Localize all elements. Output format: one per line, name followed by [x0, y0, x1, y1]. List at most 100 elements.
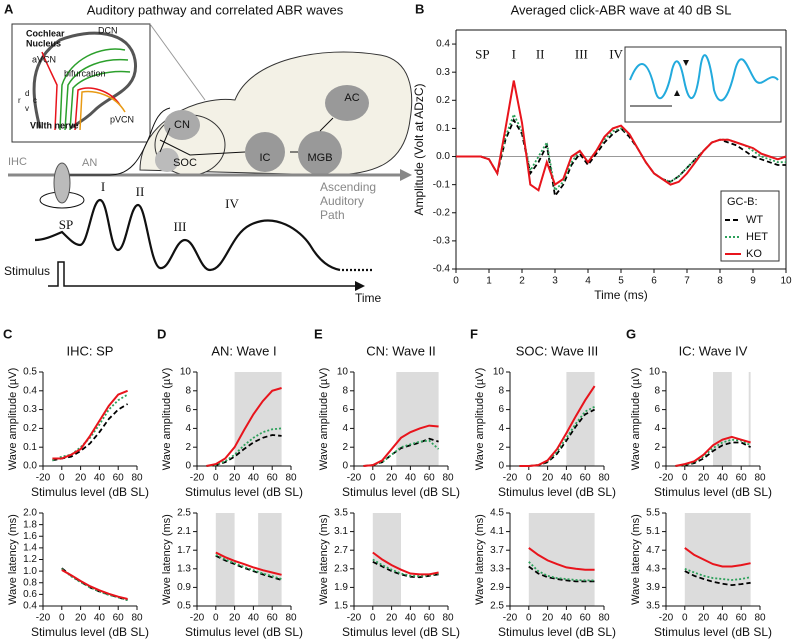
wave-label: I: [101, 179, 105, 194]
x-axis-label: Stimulus level (dB SL): [185, 485, 303, 499]
series-line: [372, 551, 439, 576]
y-tick-label: 0.1: [436, 123, 450, 134]
y-tick-label: 0.9: [177, 582, 191, 593]
panel-label: D: [157, 326, 166, 341]
x-tick-label: 80: [754, 613, 766, 624]
y-tick-label: 0.0: [436, 151, 450, 162]
arrowhead: [355, 281, 365, 291]
diagram: A Auditory pathway and correlated ABR wa…: [4, 1, 413, 305]
y-tick-label: 10: [337, 367, 349, 378]
y-tick-label: 0: [185, 461, 191, 472]
label: r: [18, 96, 21, 105]
x-axis-label: Stimulus level (dB SL): [31, 625, 149, 639]
x-tick-label: 40: [248, 473, 260, 484]
y-tick-label: 8: [654, 385, 660, 396]
series-line: [52, 403, 129, 462]
ihc-cell: [53, 162, 71, 204]
label: MGB: [307, 152, 332, 164]
x-tick-label: 60: [424, 613, 436, 624]
series-line: [61, 568, 128, 602]
legend-label: WT: [746, 214, 763, 226]
y-tick-label: 1.2: [23, 554, 37, 565]
significance-band: [713, 372, 732, 466]
x-tick-label: 80: [598, 613, 610, 624]
fibers: [41, 51, 121, 131]
chart-title: Averaged click-ABR wave at 40 dB SL: [511, 2, 732, 17]
x-tick-label: -20: [347, 473, 362, 484]
chart: C IHC: SP 0.0 0.1 0.2 0.3 0.4 0.5 -20 0 20 40 60 80St…: [3, 326, 149, 499]
series-line: [675, 435, 751, 467]
x-tick-label: 20: [698, 473, 710, 484]
y-tick-label: 0.0: [23, 461, 37, 472]
x-tick-label: 2: [519, 276, 525, 287]
series-line: [528, 547, 595, 571]
fibers: [79, 90, 126, 131]
panel-label: A: [4, 1, 14, 16]
x-tick-label: 60: [580, 613, 592, 624]
x-tick-label: 60: [736, 613, 748, 624]
y-tick-label: 4.3: [646, 563, 660, 574]
y-axis-label: Wave amplitude (µV): [318, 368, 330, 471]
y-tick-label: 2.1: [177, 526, 191, 537]
label: aVCN: [32, 54, 56, 64]
x-tick-label: 3: [552, 276, 558, 287]
mgb-node: [298, 131, 342, 175]
x-tick-label: 60: [113, 613, 125, 624]
y-axis-label: Wave latency (ms): [474, 514, 486, 605]
x-axis-label: Stimulus level (dB SL): [342, 485, 460, 499]
y-tick-label: 0: [342, 461, 348, 472]
y-tick-label: 0.1: [23, 442, 37, 453]
x-tick-label: 0: [213, 613, 219, 624]
legend-label: HET: [746, 231, 768, 243]
x-tick-label: 20: [75, 473, 87, 484]
series-line: [215, 551, 282, 576]
series-line: [456, 80, 787, 192]
series-line: [372, 558, 439, 578]
y-tick-label: 0: [498, 461, 504, 472]
wave-label: III: [174, 219, 187, 234]
arrows: [159, 117, 334, 156]
label: AN: [82, 157, 97, 169]
y-tick-label: 2.5: [490, 601, 504, 612]
marker: [674, 90, 680, 96]
legend-label: KO: [746, 248, 762, 260]
series-line: [528, 561, 595, 582]
y-tick-label: 0.2: [436, 95, 450, 106]
x-tick-label: 60: [580, 473, 592, 484]
x-tick-label: 20: [229, 473, 241, 484]
x-tick-label: -20: [503, 473, 518, 484]
y-axis-label: Wave amplitude (µV): [474, 368, 486, 471]
y-axis-label: Wave amplitude (µV): [630, 368, 642, 471]
x-tick-label: 80: [285, 613, 297, 624]
x-axis-label: Stimulus level (dB SL): [498, 625, 616, 639]
significance-band: [396, 372, 439, 466]
y-axis-label: Wave latency (ms): [318, 514, 330, 605]
wave-annotation: III: [575, 46, 588, 61]
y-tick-label: -0.2: [433, 207, 451, 218]
x-tick-label: 60: [424, 473, 436, 484]
y-tick-label: 0.3: [436, 67, 450, 78]
x-tick-label: 20: [542, 613, 554, 624]
label: Ascending: [320, 180, 376, 194]
y-tick-label: 1.4: [23, 543, 37, 554]
ac-node: [325, 85, 369, 121]
y-tick-label: 1.3: [177, 563, 191, 574]
wave-annotation: II: [536, 46, 545, 61]
y-axis-label: Wave latency (ms): [7, 514, 19, 605]
y-tick-label: 0.4: [23, 385, 37, 396]
x-axis-label: Stimulus level (dB SL): [654, 485, 772, 499]
y-tick-label: 1.8: [23, 519, 37, 530]
chart-title: SOC: Wave III: [516, 343, 599, 358]
series-line: [52, 389, 128, 460]
x-tick-label: 60: [736, 473, 748, 484]
x-tick-label: -20: [659, 613, 674, 624]
y-tick-label: 3.7: [490, 545, 504, 556]
label: DCN: [98, 25, 118, 35]
x-tick-label: 80: [754, 473, 766, 484]
wave-annotation: IV: [609, 46, 623, 61]
significance-band: [372, 513, 401, 606]
y-tick-label: 0.2: [23, 423, 37, 434]
x-tick-label: 7: [684, 276, 690, 287]
x-tick-label: 40: [717, 473, 729, 484]
